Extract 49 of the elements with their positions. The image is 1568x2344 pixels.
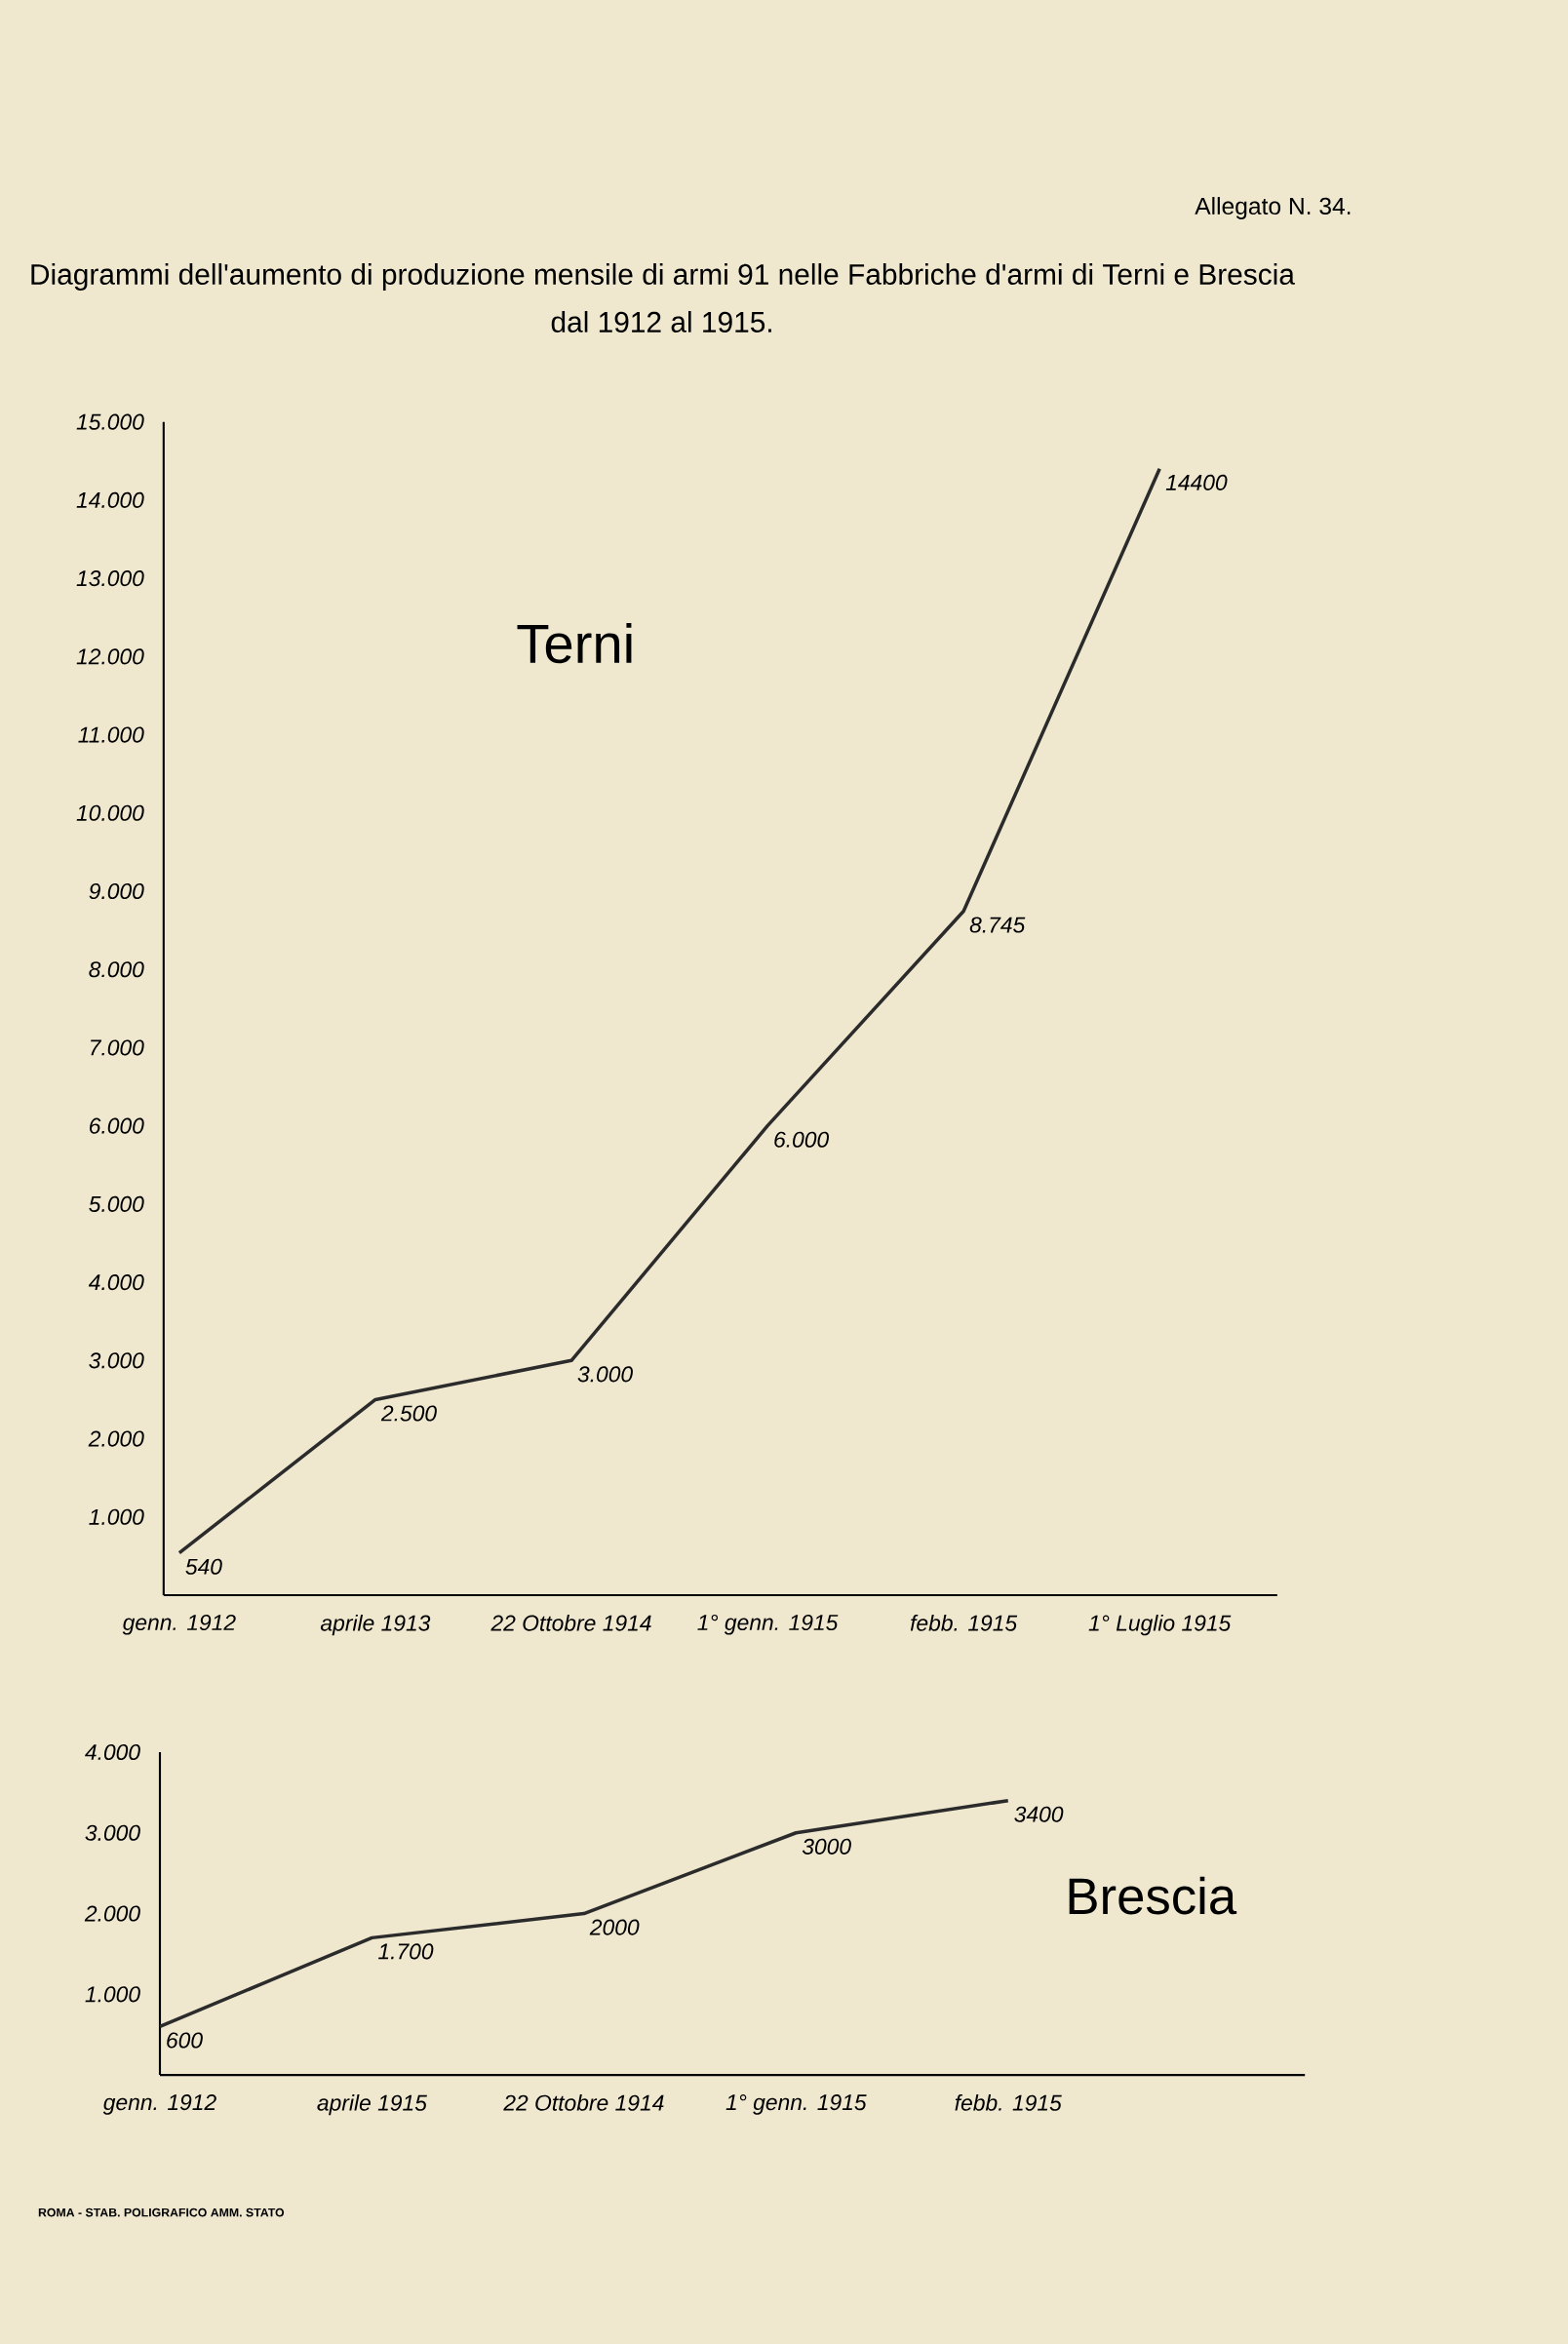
x-tick-label: genn. 1912 <box>122 1614 236 1635</box>
data-label: 3000 <box>802 1838 851 1855</box>
line-series <box>158 1798 1010 2029</box>
y-tick-label: 3.000 <box>89 1352 144 1369</box>
data-label: 8.745 <box>969 917 1026 933</box>
annotation: Terni <box>517 622 632 664</box>
y-tick-label: 1.000 <box>89 1508 144 1525</box>
x-tick-label: aprile 1915 <box>317 2094 427 2116</box>
y-tick-label: 8.000 <box>89 961 144 978</box>
x-tick-label: 22 Ottobre 1914 <box>503 2094 664 2111</box>
data-label: 600 <box>167 2032 203 2049</box>
x-tick-label: aprile 1913 <box>320 1614 431 1636</box>
data-label: 1.700 <box>378 1943 434 1960</box>
y-tick-label: 3.000 <box>85 1824 140 1841</box>
data-label: 3400 <box>1014 1806 1064 1822</box>
y-tick-label: 2.000 <box>84 1905 140 1922</box>
y-tick-label: 9.000 <box>89 882 144 900</box>
line-series <box>177 467 1161 1555</box>
chart-subtitle: dal 1912 al 1915. <box>551 311 771 332</box>
x-tick-label: 22 Ottobre 1914 <box>490 1614 651 1631</box>
x-tick-label: febb. 1915 <box>910 1614 1018 1631</box>
y-tick-label: 12.000 <box>76 648 144 665</box>
y-tick-label: 7.000 <box>91 1039 144 1056</box>
x-tick-label: 1° genn. 1915 <box>725 2094 867 2115</box>
y-tick-label: 13.000 <box>76 570 144 587</box>
data-label: 14400 <box>1165 474 1228 490</box>
x-tick-label: 1° Luglio 1915 <box>1088 1614 1232 1636</box>
y-tick-label: 15.000 <box>76 413 144 430</box>
text: Allegato N. 34. <box>1195 197 1351 219</box>
y-tick-label: 11.000 <box>78 726 144 743</box>
y-tick-label: 10.000 <box>76 804 144 821</box>
y-tick-label: 5.000 <box>89 1195 144 1212</box>
data-label: 6.000 <box>774 1131 830 1148</box>
y-tick-label: 6.000 <box>90 1117 144 1134</box>
annotation: Brescia <box>1069 1876 1237 1915</box>
data-label: 3.000 <box>577 1366 633 1383</box>
text: ROMA - STAB. POLIGRAFICO AMM. STATO <box>38 2207 285 2217</box>
y-tick-label: 4.000 <box>88 1274 144 1291</box>
x-tick-label: febb. 1915 <box>955 2094 1062 2111</box>
data-label: 540 <box>185 1558 222 1575</box>
y-tick-label: 4.000 <box>85 1743 140 1761</box>
y-tick-label: 2.000 <box>88 1430 144 1447</box>
y-tick-label: 1.000 <box>85 1986 140 2003</box>
data-label: 2000 <box>589 1919 640 1935</box>
x-tick-label: 1° genn. 1915 <box>697 1614 839 1635</box>
y-tick-label: 14.000 <box>76 491 144 508</box>
chart-title: Diagrammi dell'aumento di produzione mensile di armi 91 nelle Fabbriche d'armi di Terni e Brescia <box>31 263 1295 291</box>
x-tick-label: genn. 1912 <box>102 2094 216 2115</box>
data-label: 2.500 <box>380 1405 437 1422</box>
